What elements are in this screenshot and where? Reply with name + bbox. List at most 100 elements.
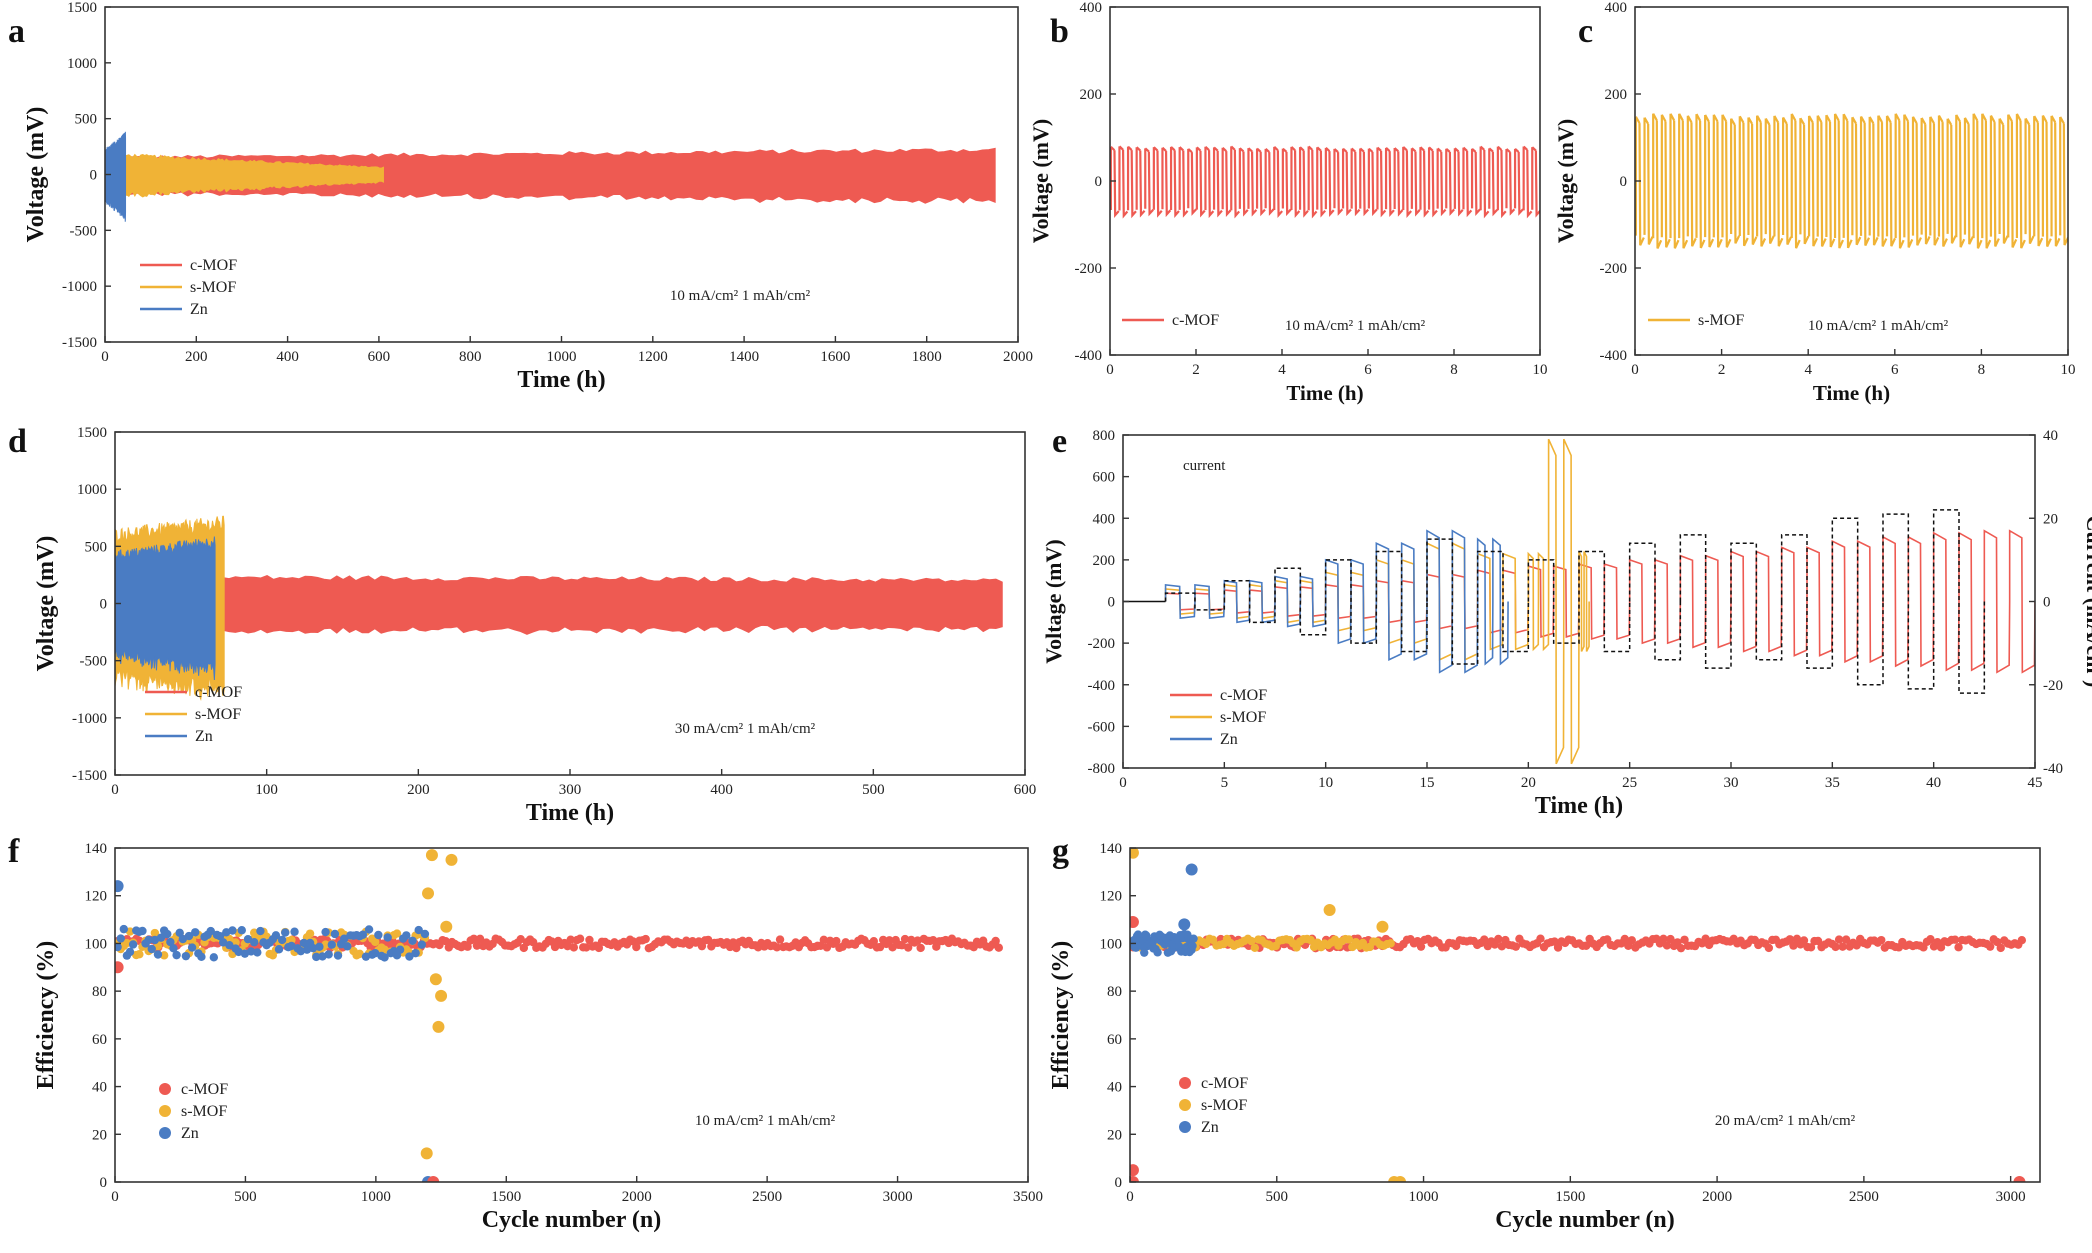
data-point (1386, 939, 1395, 948)
y-tick-label: -1000 (72, 711, 107, 727)
legend-label: Zn (181, 1125, 199, 1142)
data-point (900, 934, 910, 944)
series-c-MOF (1130, 934, 2027, 953)
data-point (402, 931, 411, 940)
data-point (340, 934, 349, 943)
x-tick-label: 5 (1221, 775, 1229, 791)
data-point (380, 953, 389, 962)
data-point (1247, 936, 1256, 946)
data-point (1494, 934, 1503, 944)
panel-letter: d (8, 423, 27, 460)
data-point (1306, 935, 1315, 945)
outlier-point (425, 849, 438, 862)
x-axis-label: Cycle number (n) (482, 1207, 662, 1233)
legend-label: Zn (1220, 731, 1238, 748)
panel-letter: f (8, 833, 20, 870)
data-point (1480, 935, 1489, 944)
data-point (405, 952, 414, 961)
x-tick-label: 0 (111, 1189, 119, 1205)
y-tick-label: 120 (85, 889, 108, 905)
data-point (994, 943, 1003, 952)
data-point (1153, 948, 1162, 957)
x-tick-label: 1200 (638, 349, 668, 365)
legend-label: s-MOF (1220, 709, 1266, 726)
y-tick-label: -400 (1088, 678, 1116, 694)
outlier-point (427, 1176, 440, 1182)
y-tick-label: 60 (92, 1032, 107, 1048)
outlier-point (1323, 904, 1336, 917)
y-tick-label: 80 (92, 984, 107, 1000)
panel-letter: g (1052, 833, 1069, 870)
y-tick-label: 200 (1093, 553, 1116, 569)
x-tick-label: 10 (2061, 362, 2076, 378)
panel-letter: e (1052, 423, 1067, 460)
y-tick-label: 0 (1108, 595, 1116, 611)
outlier-point (1130, 1164, 1139, 1177)
x-tick-label: 400 (276, 349, 299, 365)
y-tick-label: 400 (1080, 0, 1103, 16)
x-tick-label: 6 (1891, 362, 1899, 378)
y2-tick-label: 20 (2043, 511, 2058, 527)
data-point (333, 951, 343, 960)
y-axis-label: Efficiency (%) (33, 941, 59, 1090)
data-point (703, 935, 713, 945)
data-point (875, 942, 885, 952)
axes-frame (114, 847, 1029, 1183)
y-axis-label: Voltage (mV) (1041, 539, 1066, 663)
data-point (374, 930, 383, 940)
data-point (1799, 936, 1809, 945)
x-axis-label: Time (h) (1813, 381, 1890, 405)
legend: c-MOF s-MOF Zn (140, 257, 237, 318)
x-tick-label: 4 (1278, 362, 1286, 378)
y-tick-label: 1000 (77, 482, 107, 498)
data-point (321, 927, 330, 937)
plot-area-d (115, 515, 1003, 702)
x-tick-label: 2500 (1849, 1189, 1879, 1205)
data-point (1852, 941, 1861, 950)
legend-marker (159, 1083, 171, 1095)
data-point (1416, 942, 1426, 951)
data-point (469, 934, 479, 943)
y-tick-label: -200 (1600, 261, 1628, 277)
y-tick-label: 0 (100, 1175, 108, 1191)
y-tick-label: -200 (1075, 261, 1103, 277)
data-point (414, 925, 423, 935)
panel-a: 0 200 400 600 800 1000 1200 1400 1600 1800 2000 -15… (8, 0, 1033, 393)
x-tick-label: 8 (1450, 362, 1458, 378)
data-point (1627, 936, 1637, 945)
data-point (1806, 943, 1816, 952)
test-condition: 10 mA/cm² 1 mAh/cm² (1808, 318, 1949, 334)
y-tick-label: 0 (1115, 1175, 1123, 1191)
y-tick-label: 400 (1093, 511, 1116, 527)
data-point (1536, 934, 1545, 943)
data-point (1581, 941, 1591, 950)
x-tick-label: 0 (1119, 775, 1127, 791)
data-point (395, 945, 405, 954)
data-point (569, 943, 579, 952)
data-point (364, 925, 374, 934)
y-axis-label: Voltage (mV) (33, 536, 59, 672)
y2-tick-label: 0 (2043, 595, 2051, 611)
y-axis-label: Voltage (mV) (23, 107, 49, 243)
x-tick-label: 3000 (883, 1189, 913, 1205)
x-axis-label: Time (h) (526, 800, 614, 826)
y-tick-label: -400 (1075, 348, 1103, 364)
data-point (305, 929, 315, 938)
data-point (246, 947, 256, 956)
series-s-MOF (1635, 113, 2068, 249)
x-tick-label: 1600 (820, 349, 850, 365)
test-condition: 10 mA/cm² 1 mAh/cm² (1285, 318, 1426, 334)
x-tick-label: 6 (1364, 362, 1372, 378)
outlier-point (115, 880, 124, 893)
x-tick-label: 1000 (361, 1189, 391, 1205)
x-tick-label: 200 (185, 349, 208, 365)
y-axis-label: Voltage (mV) (1553, 119, 1578, 243)
legend-marker (1179, 1077, 1191, 1089)
x-tick-label: 8 (1978, 362, 1986, 378)
series-Zn (115, 536, 216, 680)
legend-label: s-MOF (181, 1103, 227, 1120)
data-point (371, 937, 380, 947)
legend-label: Zn (1201, 1119, 1219, 1136)
data-point (772, 943, 782, 952)
